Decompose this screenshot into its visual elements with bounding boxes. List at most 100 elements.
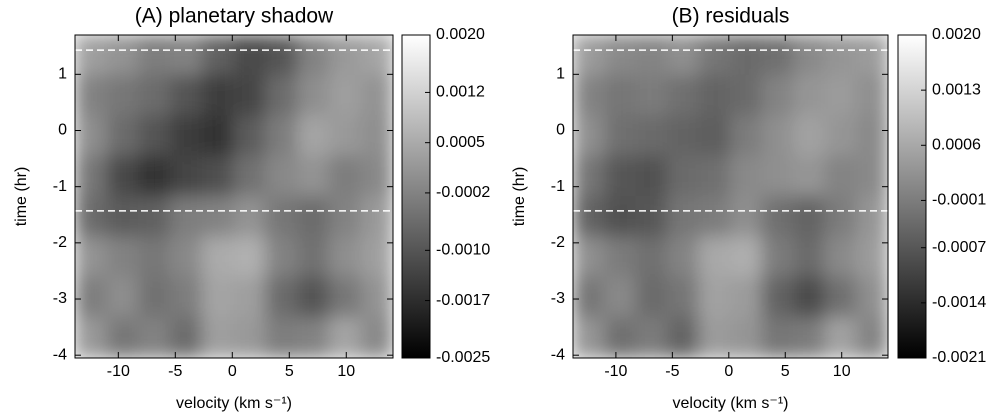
- heatmap-cell: [667, 236, 700, 278]
- heatmap-cell: [856, 196, 888, 238]
- heatmap-cell: [573, 196, 605, 238]
- heatmap-cell: [360, 74, 393, 117]
- x-tick-label: 10: [833, 363, 851, 380]
- heatmap-cell: [761, 317, 794, 358]
- colorbar-tick-label: 0.0006: [932, 137, 981, 154]
- heatmap-cell: [824, 115, 857, 157]
- heatmap-cell: [635, 276, 668, 319]
- heatmap-cell: [698, 196, 731, 238]
- heatmap-cell: [75, 155, 108, 197]
- x-tick-label: 0: [228, 363, 237, 380]
- heatmap-cell: [793, 317, 826, 358]
- heatmap-cell: [328, 196, 362, 238]
- y-tick-label: 0: [58, 122, 67, 139]
- heatmap-cell: [824, 236, 857, 278]
- heatmap-cell: [793, 236, 826, 278]
- heatmap-cell: [761, 236, 794, 278]
- heatmap-cell: [75, 276, 108, 319]
- heatmap-cell: [265, 196, 299, 238]
- colorbar-tick-label: -0.0007: [932, 239, 986, 256]
- heatmap-cell: [297, 115, 330, 157]
- heatmap-cell: [793, 35, 826, 76]
- heatmap-cell: [604, 115, 637, 157]
- x-tick-label: -5: [665, 363, 679, 380]
- heatmap-cell: [169, 74, 203, 117]
- heatmap-cell: [604, 155, 637, 197]
- heatmap-cell: [698, 35, 731, 76]
- heatmap-cell: [201, 236, 235, 278]
- heatmap-cell: [106, 35, 140, 76]
- x-tick-label: 0: [724, 363, 733, 380]
- heatmap-cell: [233, 115, 267, 157]
- heatmap-cell: [328, 155, 362, 197]
- y-tick-label: -4: [551, 346, 565, 363]
- heatmap-cell: [169, 155, 203, 197]
- y-tick-label: -1: [53, 178, 67, 195]
- heatmap-cell: [793, 74, 826, 117]
- y-tick-label: -1: [551, 178, 565, 195]
- heatmap-cell: [761, 74, 794, 117]
- heatmap-cell: [360, 196, 393, 238]
- heatmap-cell: [856, 74, 888, 117]
- heatmap-cell: [233, 276, 267, 319]
- heatmap-cell: [138, 276, 171, 319]
- heatmap-cell: [265, 35, 299, 76]
- heatmap-cell: [75, 35, 108, 76]
- heatmap-cell: [573, 317, 605, 358]
- heatmap-cell: [856, 35, 888, 76]
- heatmap-cell: [635, 317, 668, 358]
- y-tick-label: 0: [556, 122, 565, 139]
- heatmap-cell: [730, 35, 763, 76]
- heatmap-cell: [297, 236, 330, 278]
- heatmap-cell: [106, 276, 140, 319]
- heatmap-cell: [297, 35, 330, 76]
- colorbar-tick-label: 0.0005: [436, 134, 485, 151]
- x-tick-label: -10: [107, 363, 130, 380]
- heatmap-cell: [138, 236, 171, 278]
- y-tick-label: 1: [556, 66, 565, 83]
- heatmap: [573, 35, 888, 358]
- heatmap-cell: [604, 74, 637, 117]
- heatmap-cell: [138, 155, 171, 197]
- heatmap-cell: [169, 276, 203, 319]
- heatmap-cell: [360, 115, 393, 157]
- heatmap-cell: [793, 196, 826, 238]
- y-tick-label: -4: [53, 346, 67, 363]
- colorbar-tick-label: -0.0014: [932, 294, 986, 311]
- heatmap-cell: [667, 74, 700, 117]
- heatmap-cell: [265, 115, 299, 157]
- chart-title: (B) residuals: [672, 5, 790, 28]
- heatmap-cell: [573, 276, 605, 319]
- heatmap-cell: [265, 155, 299, 197]
- heatmap-cell: [730, 236, 763, 278]
- heatmap-cell: [573, 115, 605, 157]
- heatmap-cell: [201, 74, 235, 117]
- heatmap-cell: [730, 276, 763, 319]
- heatmap-cell: [698, 155, 731, 197]
- heatmap-cell: [233, 196, 267, 238]
- heatmap-cell: [233, 155, 267, 197]
- heatmap-cell: [75, 196, 108, 238]
- heatmap-cell: [328, 317, 362, 358]
- heatmap-cell: [730, 155, 763, 197]
- colorbar-tick-label: 0.0020: [436, 26, 485, 43]
- heatmap-cell: [138, 115, 171, 157]
- heatmap-cell: [297, 317, 330, 358]
- heatmap-cell: [328, 115, 362, 157]
- heatmap-cell: [698, 74, 731, 117]
- x-axis-label: velocity (km s⁻¹): [176, 395, 292, 412]
- heatmap-cell: [667, 115, 700, 157]
- heatmap-cell: [106, 155, 140, 197]
- y-axis-label: time (hr): [511, 167, 528, 227]
- heatmap-cell: [201, 115, 235, 157]
- colorbar-tick-label: -0.0021: [932, 349, 986, 366]
- colorbar: [401, 34, 431, 359]
- heatmap-cell: [169, 115, 203, 157]
- colorbar-tick-label: -0.0002: [436, 184, 490, 201]
- heatmap-cell: [761, 35, 794, 76]
- heatmap-cell: [265, 74, 299, 117]
- heatmap-cell: [75, 317, 108, 358]
- colorbar-tick-label: 0.0013: [932, 81, 981, 98]
- heatmap-cell: [169, 196, 203, 238]
- y-tick-label: -2: [551, 234, 565, 251]
